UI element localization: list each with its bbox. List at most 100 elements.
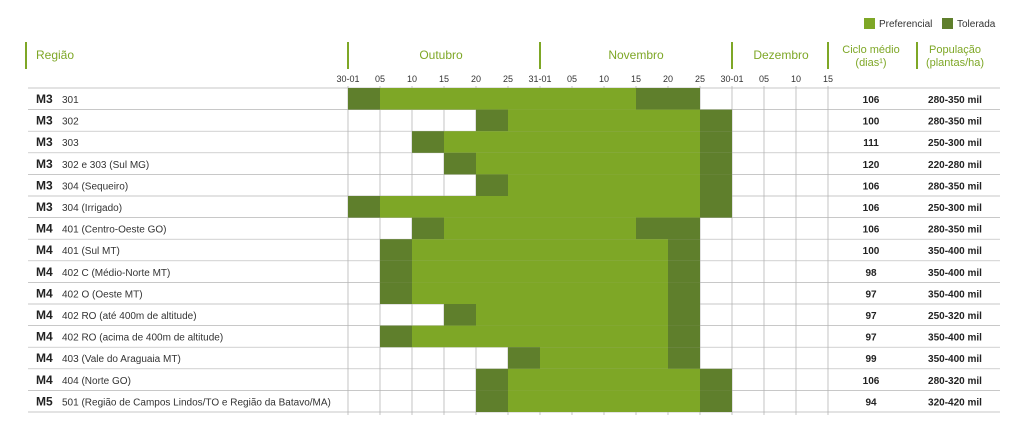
cell-preferencial [572,109,604,132]
row-group: M4 [36,308,53,322]
cell-preferencial [540,217,572,240]
row-region: 501 (Região de Campos Lindos/TO e Região… [62,397,331,408]
row-ciclo: 120 [863,160,880,171]
row-group: M3 [36,92,53,106]
cell-tolerada [668,88,700,110]
cell-preferencial [636,347,668,369]
cell-preferencial [604,152,636,175]
cell-preferencial [444,196,476,218]
cell-preferencial [540,174,572,196]
cell-preferencial [636,260,668,283]
cell-preferencial [476,152,508,175]
cell-tolerada [476,109,508,132]
legend-swatch-preferencial [864,18,875,29]
row-region: 401 (Sul MT) [62,246,120,257]
column-label: 15 [823,74,833,84]
column-label: 31-01 [528,74,551,84]
cell-tolerada [476,174,508,196]
row-region: 402 RO (acima de 400m de altitude) [62,333,223,344]
cell-preferencial [604,390,636,412]
column-label: 15 [439,74,449,84]
cell-preferencial [636,325,668,348]
row-region: 404 (Norte GO) [62,376,131,387]
row-populacao: 350-400 mil [928,333,982,344]
row-ciclo: 99 [865,354,877,365]
row-group: M3 [36,135,53,149]
cell-preferencial [476,131,508,153]
cell-preferencial [540,109,572,132]
cell-preferencial [572,325,604,348]
cell-preferencial [540,196,572,218]
table-row: M3 304 (Sequeiro) 106 280-350 mil [36,174,982,196]
row-ciclo: 111 [863,138,879,149]
cell-preferencial [540,304,572,326]
table-row: M5 501 (Região de Campos Lindos/TO e Regi… [36,390,982,412]
row-populacao: 280-350 mil [928,95,982,106]
row-group: M3 [36,178,53,192]
cell-preferencial [604,304,636,326]
cell-preferencial [636,390,668,412]
column-label: 25 [503,74,513,84]
row-region: 402 C (Médio-Norte MT) [62,268,170,279]
cell-preferencial [604,109,636,132]
row-populacao: 250-300 mil [928,138,982,149]
legend-swatch-tolerada [942,18,953,29]
cell-preferencial [508,325,540,348]
cell-preferencial [540,368,572,391]
cell-preferencial [540,88,572,110]
row-populacao: 280-320 mil [928,376,982,387]
table-row: M4 401 (Sul MT) 100 350-400 mil [36,239,982,261]
cell-tolerada [380,325,412,348]
cell-preferencial [668,152,700,175]
cell-tolerada [412,131,444,153]
column-label: 25 [695,74,705,84]
table-row: M4 404 (Norte GO) 106 280-320 mil [36,368,982,391]
cell-preferencial [572,260,604,283]
column-label: 30-01 [720,74,743,84]
column-label: 30-01 [336,74,359,84]
row-group: M4 [36,243,53,257]
cell-tolerada [700,174,732,196]
cell-tolerada [700,368,732,391]
cell-preferencial [572,239,604,261]
cell-preferencial [540,131,572,153]
row-region: 403 (Vale do Araguaia MT) [62,354,181,365]
row-populacao: 250-300 mil [928,203,982,214]
cell-preferencial [508,131,540,153]
row-region: 401 (Centro-Oeste GO) [62,225,166,236]
cell-preferencial [604,325,636,348]
column-labels: 30-01 05 10 15 20 25 31-01 05 10 15 20 25 30-01 05 10 1… [336,74,833,84]
cell-preferencial [476,325,508,348]
row-ciclo: 94 [865,397,877,408]
row-ciclo: 100 [863,246,880,257]
row-region: 303 [62,138,79,149]
cell-preferencial [540,282,572,304]
cell-preferencial [508,390,540,412]
column-label: 05 [375,74,385,84]
cell-preferencial [668,131,700,153]
divider-dezembro [731,42,733,69]
row-ciclo: 98 [865,268,877,279]
cell-preferencial [412,196,444,218]
row-group: M4 [36,222,53,236]
cell-preferencial [508,109,540,132]
cell-tolerada [348,88,380,110]
row-ciclo: 97 [865,333,877,344]
cell-tolerada [700,390,732,412]
column-label: 10 [791,74,801,84]
cell-preferencial [508,260,540,283]
legend-label-preferencial: Preferencial [879,19,932,30]
column-label: 05 [567,74,577,84]
column-label: 05 [759,74,769,84]
header-month-dezembro: Dezembro [753,48,809,62]
cell-preferencial [572,368,604,391]
table-row: M3 303 111 250-300 mil [36,131,982,153]
cell-preferencial [572,152,604,175]
row-group: M4 [36,330,53,344]
row-populacao: 220-280 mil [928,160,982,171]
header-ciclo-unit: (dias¹) [855,57,886,69]
table-row: M3 302 e 303 (Sul MG) 120 220-280 mil [36,152,982,175]
header-ciclo-title: Ciclo médio [842,44,899,56]
row-group: M5 [36,394,53,408]
cell-tolerada [380,239,412,261]
